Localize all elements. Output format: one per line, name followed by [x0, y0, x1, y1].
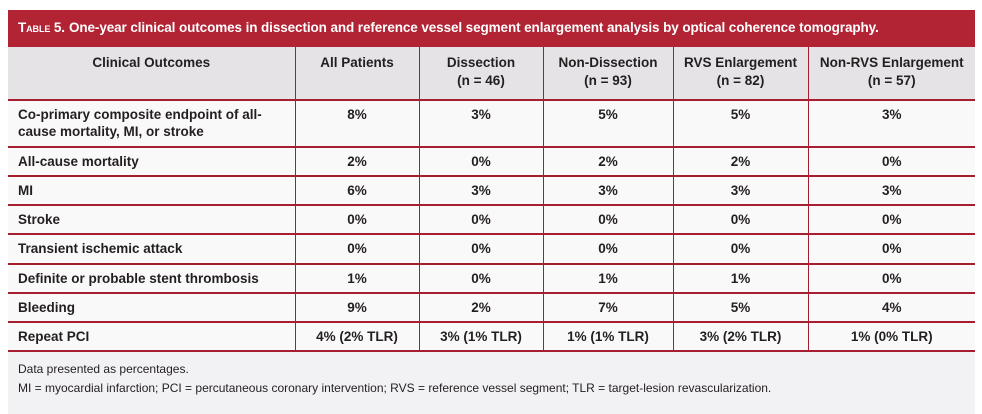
value-cell: 3%: [418, 100, 543, 148]
value-cell: 1% (1% TLR): [542, 322, 673, 353]
header-row: Clinical Outcomes All Patients Dissectio…: [8, 47, 975, 101]
value-cell: 0%: [418, 205, 543, 236]
table-title-bar: Table 5. One-year clinical outcomes in di…: [8, 10, 975, 47]
column-header-clinical-outcomes: Clinical Outcomes: [8, 47, 295, 101]
value-cell: 5%: [542, 100, 673, 148]
table-row: Definite or probable stent thrombosis 1%…: [8, 263, 975, 294]
value-cell: 1%: [294, 263, 419, 294]
table-row: Stroke 0% 0% 0% 0% 0%: [8, 205, 975, 236]
table-number-label: Table 5.: [18, 20, 65, 35]
value-cell: 2%: [672, 146, 808, 177]
row-label-cell: Transient ischemic attack: [8, 234, 295, 265]
row-label-cell: Definite or probable stent thrombosis: [8, 263, 295, 294]
table-footnotes: Data presented as percentages. MI = myoc…: [8, 352, 975, 414]
value-cell: 4%: [807, 292, 975, 324]
table-row: Bleeding 9% 2% 7% 5% 4%: [8, 292, 975, 324]
table-row: MI 6% 3% 3% 3% 3%: [8, 175, 975, 207]
value-cell: 5%: [672, 292, 808, 324]
value-cell: 2%: [418, 292, 543, 324]
value-cell: 0%: [542, 234, 673, 265]
row-label-cell: All-cause mortality: [8, 146, 295, 177]
value-cell: 0%: [294, 234, 419, 265]
column-header-all-patients: All Patients: [294, 47, 419, 101]
outcomes-table: Clinical Outcomes All Patients Dissectio…: [8, 47, 975, 353]
value-cell: 2%: [294, 146, 419, 177]
value-cell: 3%: [807, 175, 975, 207]
value-cell: 1%: [672, 263, 808, 294]
value-cell: 3%: [542, 175, 673, 207]
footnote-line: MI = myocardial infarction; PCI = percut…: [18, 380, 772, 395]
value-cell: 0%: [418, 146, 543, 177]
value-cell: 0%: [294, 205, 419, 236]
column-header-dissection: Dissection (n = 46): [418, 47, 543, 101]
column-header-non-rvs-enlargement: Non-RVS Enlargement (n = 57): [807, 47, 975, 101]
value-cell: 3%: [418, 175, 543, 207]
value-cell: 2%: [542, 146, 673, 177]
row-label-cell: MI: [8, 175, 295, 207]
value-cell: 0%: [807, 234, 975, 265]
value-cell: 0%: [418, 234, 543, 265]
value-cell: 8%: [294, 100, 419, 148]
value-cell: 3% (2% TLR): [672, 322, 808, 353]
value-cell: 0%: [672, 205, 808, 236]
value-cell: 0%: [418, 263, 543, 294]
value-cell: 9%: [294, 292, 419, 324]
value-cell: 3% (1% TLR): [418, 322, 543, 353]
value-cell: 6%: [294, 175, 419, 207]
value-cell: 1%: [542, 263, 673, 294]
table-row: All-cause mortality 2% 0% 2% 2% 0%: [8, 146, 975, 177]
value-cell: 0%: [807, 205, 975, 236]
row-label-cell: Co-primary composite endpoint of all-cau…: [8, 100, 295, 148]
table-row: Transient ischemic attack 0% 0% 0% 0% 0%: [8, 234, 975, 265]
column-header-non-dissection: Non-Dissection (n = 93): [542, 47, 673, 101]
value-cell: 3%: [807, 100, 975, 148]
value-cell: 0%: [542, 205, 673, 236]
row-label-cell: Stroke: [8, 205, 295, 236]
value-cell: 0%: [672, 234, 808, 265]
column-header-rvs-enlargement: RVS Enlargement (n = 82): [672, 47, 808, 101]
clinical-outcomes-table: Table 5. One-year clinical outcomes in di…: [8, 10, 975, 414]
value-cell: 5%: [672, 100, 808, 148]
table-row: Co-primary composite endpoint of all-cau…: [8, 100, 975, 148]
value-cell: 4% (2% TLR): [294, 322, 419, 353]
value-cell: 7%: [542, 292, 673, 324]
table-title-text: One-year clinical outcomes in dissection…: [68, 20, 879, 35]
table-row: Repeat PCI 4% (2% TLR) 3% (1% TLR) 1% (1…: [8, 322, 975, 353]
value-cell: 0%: [807, 263, 975, 294]
value-cell: 0%: [807, 146, 975, 177]
row-label-cell: Bleeding: [8, 292, 295, 324]
value-cell: 1% (0% TLR): [807, 322, 975, 353]
value-cell: 3%: [672, 175, 808, 207]
row-label-cell: Repeat PCI: [8, 322, 295, 353]
footnote-line: Data presented as percentages.: [18, 362, 189, 377]
